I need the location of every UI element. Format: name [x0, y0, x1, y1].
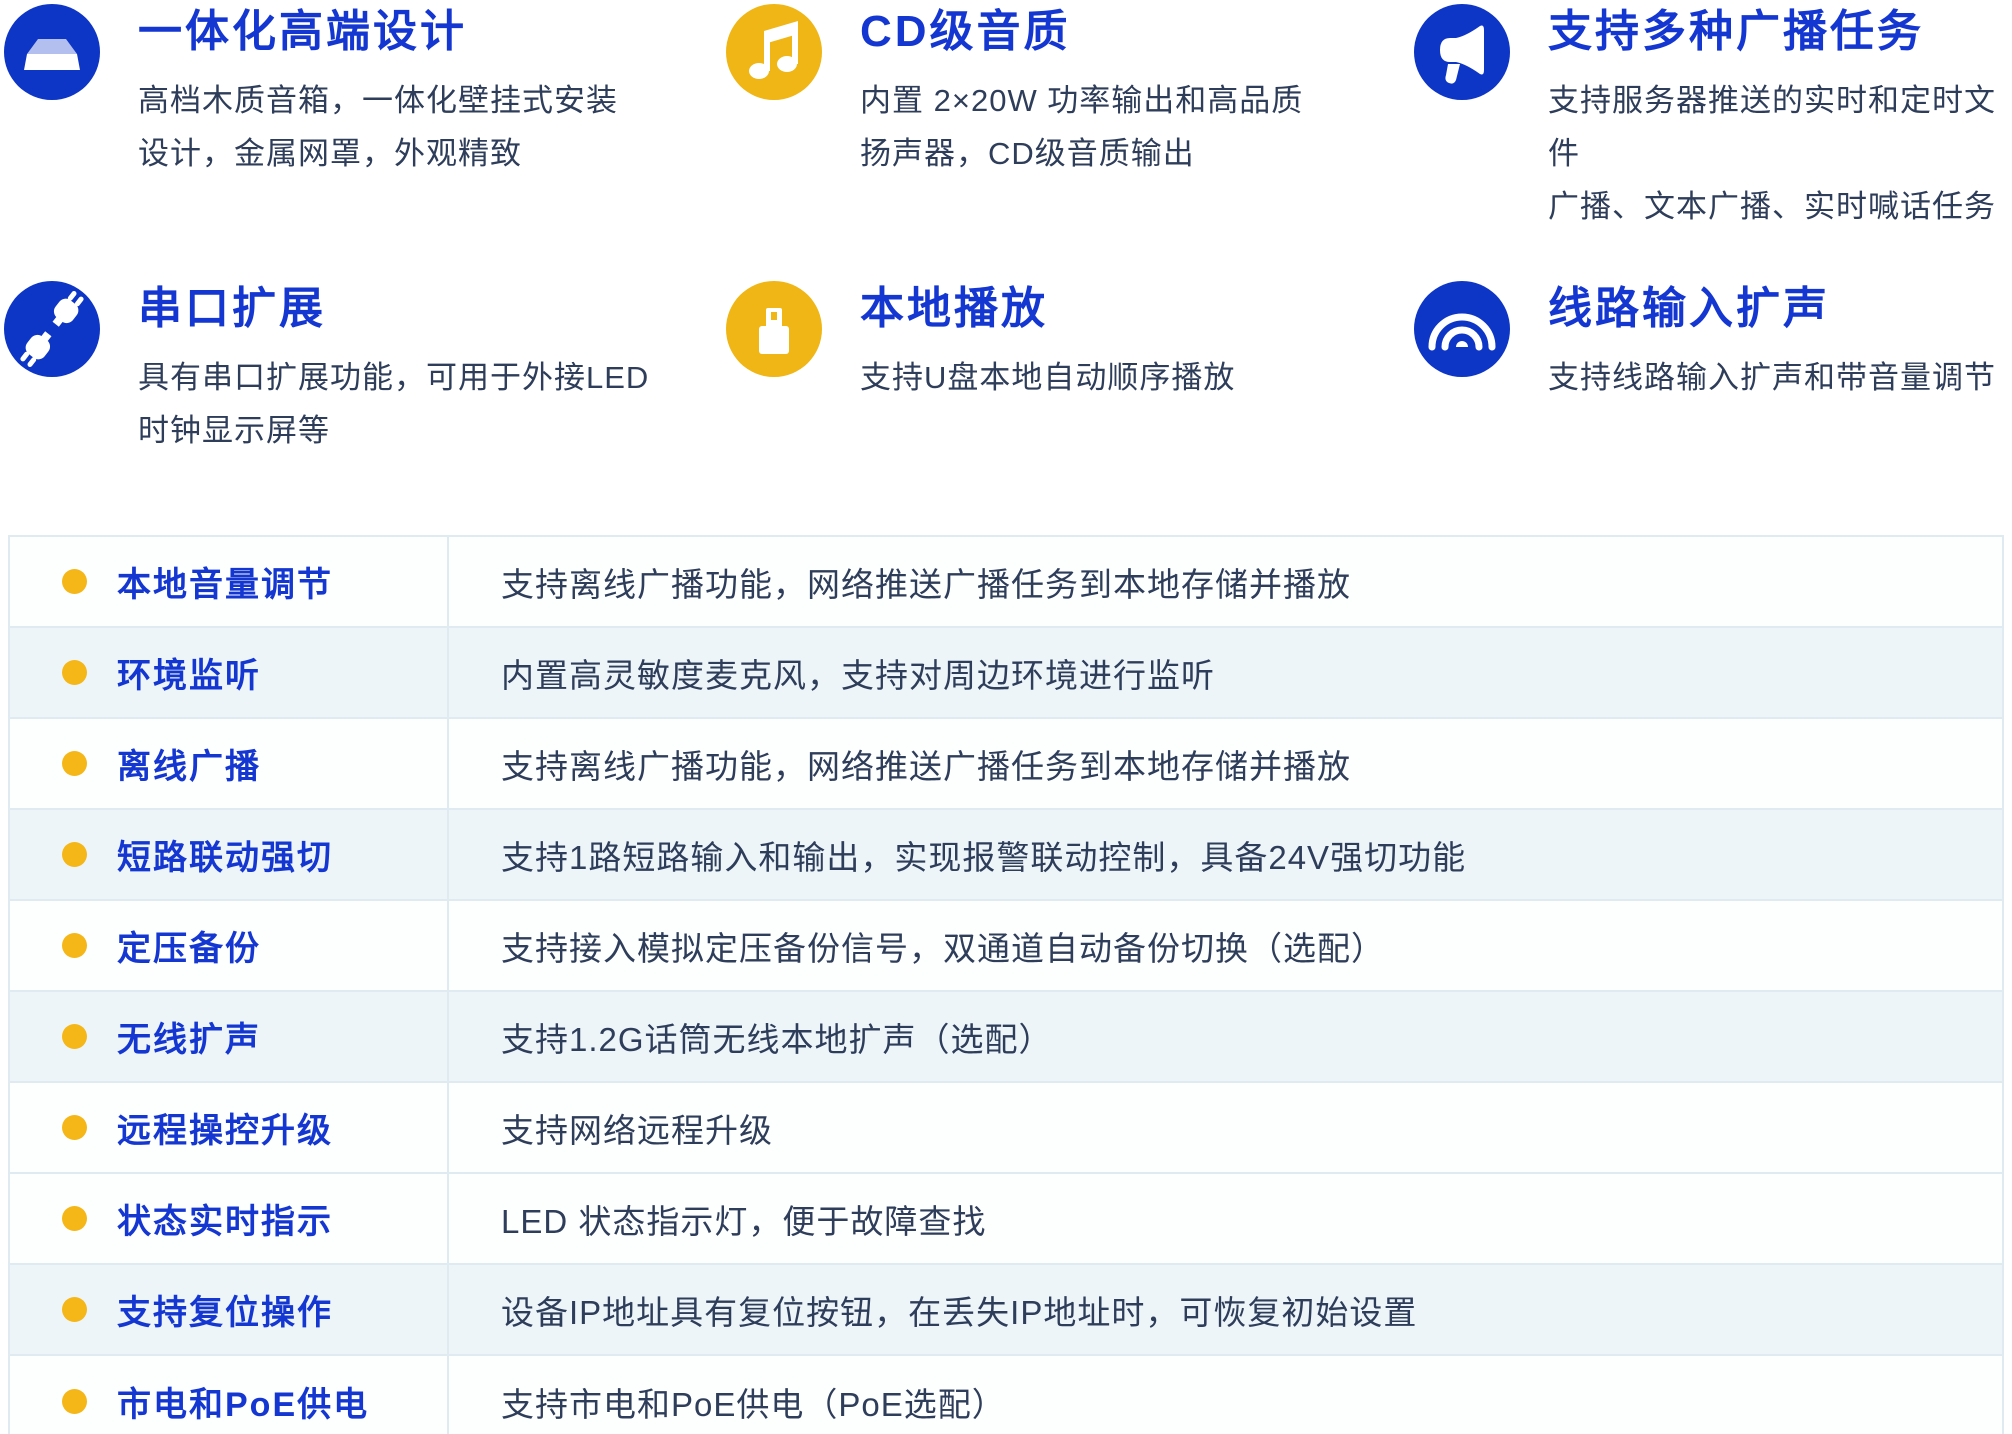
spec-label: 环境监听: [117, 657, 261, 695]
feature-grid: 一体化高端设计 高档木质音箱，一体化壁挂式安装 设计，金属网罩，外观精致 CD级…: [0, 0, 2012, 457]
wall-speaker-icon: [4, 4, 100, 100]
bullet-dot-icon: [62, 1206, 87, 1231]
feature-broadcast-tasks: 支持多种广播任务 支持服务器推送的实时和定时文件 广播、文本广播、实时喊话任务: [1414, 4, 2012, 281]
spec-label: 短路联动强切: [117, 839, 333, 877]
table-row: 远程操控升级 支持网络远程升级: [10, 1083, 2002, 1174]
spec-description: 支持离线广播功能，网络推送广播任务到本地存储并播放: [501, 565, 1351, 603]
bullet-dot-icon: [62, 569, 87, 594]
bullet-dot-icon: [62, 1297, 87, 1322]
feature-description: 具有串口扩展功能，可用于外接LED 时钟显示屏等: [138, 360, 650, 448]
bullet-dot-icon: [62, 1024, 87, 1049]
sound-wave-icon: [1414, 281, 1510, 377]
feature-title: 一体化高端设计: [138, 7, 467, 56]
spec-label: 远程操控升级: [117, 1112, 333, 1150]
spec-description: 支持网络远程升级: [501, 1111, 773, 1149]
spec-description: 设备IP地址具有复位按钮，在丢失IP地址时，可恢复初始设置: [501, 1293, 1418, 1331]
spec-description: LED 状态指示灯，便于故障查找: [501, 1202, 987, 1240]
table-row: 离线广播 支持离线广播功能，网络推送广播任务到本地存储并播放: [10, 719, 2002, 810]
spec-label: 市电和PoE供电: [117, 1386, 370, 1424]
spec-description: 支持1路短路输入和输出，实现报警联动控制，具备24V强切功能: [501, 838, 1467, 876]
spec-label: 定压备份: [117, 930, 261, 968]
bullet-dot-icon: [62, 1115, 87, 1140]
table-row: 无线扩声 支持1.2G话筒无线本地扩声（选配）: [10, 992, 2002, 1083]
spec-label: 状态实时指示: [117, 1203, 333, 1241]
spec-table: 本地音量调节 支持离线广播功能，网络推送广播任务到本地存储并播放 环境监听 内置…: [8, 535, 2004, 1434]
spec-description: 内置高灵敏度麦克风，支持对周边环境进行监听: [501, 656, 1215, 694]
feature-local-playback: 本地播放 支持U盘本地自动顺序播放: [726, 281, 1414, 457]
megaphone-icon: [1414, 4, 1510, 100]
feature-serial-expansion: 串口扩展 具有串口扩展功能，可用于外接LED 时钟显示屏等: [4, 281, 726, 457]
spec-description: 支持1.2G话筒无线本地扩声（选配）: [501, 1020, 1053, 1058]
feature-description: 内置 2×20W 功率输出和高品质 扬声器，CD级音质输出: [860, 83, 1304, 171]
spec-description: 支持市电和PoE供电（PoE选配）: [501, 1385, 1006, 1423]
spec-label: 本地音量调节: [117, 566, 333, 604]
spec-description: 支持离线广播功能，网络推送广播任务到本地存储并播放: [501, 747, 1351, 785]
bullet-dot-icon: [62, 660, 87, 685]
feature-description: 高档木质音箱，一体化壁挂式安装 设计，金属网罩，外观精致: [138, 83, 618, 171]
table-row: 本地音量调节 支持离线广播功能，网络推送广播任务到本地存储并播放: [10, 537, 2002, 628]
music-note-icon: [726, 4, 822, 100]
bullet-dot-icon: [62, 842, 87, 867]
table-row: 定压备份 支持接入模拟定压备份信号，双通道自动备份切换（选配）: [10, 901, 2002, 992]
table-row: 短路联动强切 支持1路短路输入和输出，实现报警联动控制，具备24V强切功能: [10, 810, 2002, 901]
bullet-dot-icon: [62, 751, 87, 776]
feature-title: 线路输入扩声: [1548, 284, 1830, 333]
feature-description: 支持服务器推送的实时和定时文件 广播、文本广播、实时喊话任务: [1548, 83, 1996, 224]
feature-cd-quality: CD级音质 内置 2×20W 功率输出和高品质 扬声器，CD级音质输出: [726, 4, 1414, 281]
bullet-dot-icon: [62, 933, 87, 958]
usb-drive-icon: [726, 281, 822, 377]
table-row: 支持复位操作 设备IP地址具有复位按钮，在丢失IP地址时，可恢复初始设置: [10, 1265, 2002, 1356]
feature-integrated-design: 一体化高端设计 高档木质音箱，一体化壁挂式安装 设计，金属网罩，外观精致: [4, 4, 726, 281]
table-row: 状态实时指示 LED 状态指示灯，便于故障查找: [10, 1174, 2002, 1265]
feature-title: 本地播放: [860, 284, 1048, 333]
spec-description: 支持接入模拟定压备份信号，双通道自动备份切换（选配）: [501, 929, 1385, 967]
table-row: 市电和PoE供电 支持市电和PoE供电（PoE选配）: [10, 1356, 2002, 1434]
serial-plug-icon: [4, 281, 100, 377]
feature-title: CD级音质: [860, 7, 1071, 56]
feature-description: 支持线路输入扩声和带音量调节: [1548, 360, 1996, 395]
spec-label: 无线扩声: [117, 1021, 261, 1059]
spec-label: 离线广播: [117, 748, 261, 786]
bullet-dot-icon: [62, 1389, 87, 1414]
spec-label: 支持复位操作: [117, 1294, 333, 1332]
feature-description: 支持U盘本地自动顺序播放: [860, 360, 1236, 395]
feature-line-input: 线路输入扩声 支持线路输入扩声和带音量调节: [1414, 281, 2012, 457]
feature-title: 支持多种广播任务: [1548, 7, 1924, 56]
feature-title: 串口扩展: [138, 284, 326, 333]
table-row: 环境监听 内置高灵敏度麦克风，支持对周边环境进行监听: [10, 628, 2002, 719]
